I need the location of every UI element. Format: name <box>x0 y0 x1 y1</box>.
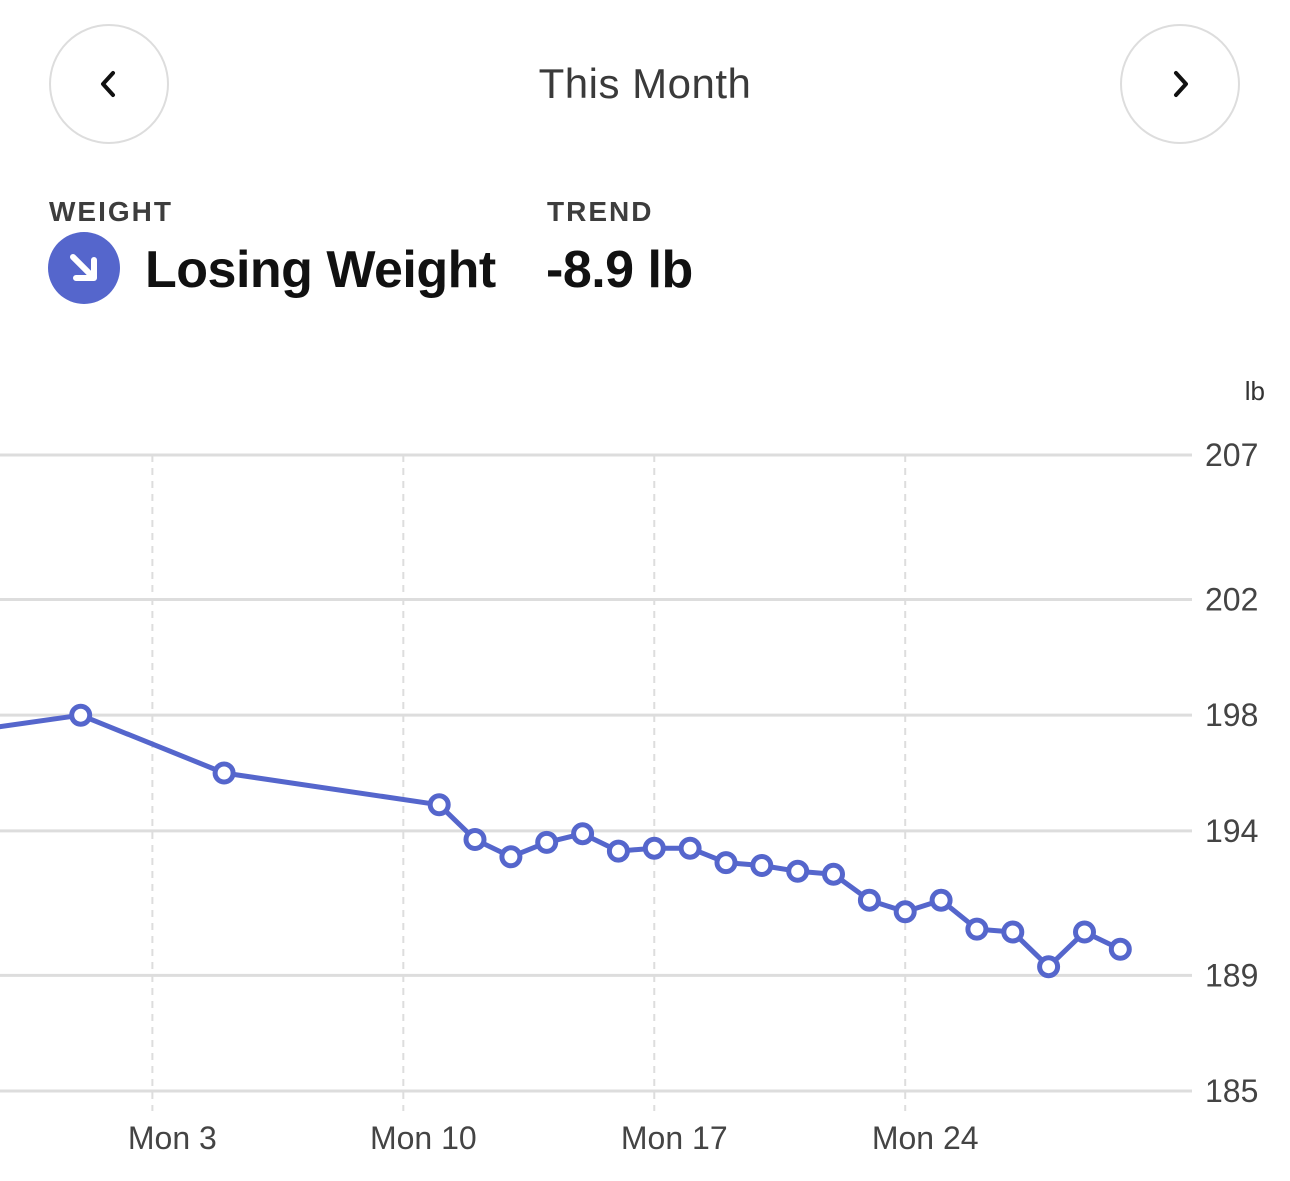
weight-point[interactable] <box>678 836 702 860</box>
weight-status: Losing Weight <box>145 241 496 299</box>
x-tick-label: Mon 10 <box>370 1120 477 1156</box>
trend-value: -8.9 lb <box>546 241 693 299</box>
chart-grid <box>0 453 1192 1111</box>
weight-point[interactable] <box>786 859 810 883</box>
weight-point[interactable] <box>1001 920 1025 944</box>
chart-series <box>0 703 1132 979</box>
next-period-button[interactable] <box>1120 24 1240 144</box>
weight-line <box>0 712 1123 970</box>
weight-point[interactable] <box>1037 955 1061 979</box>
y-tick-label: 198 <box>1205 697 1258 733</box>
weight-point[interactable] <box>965 917 989 941</box>
weight-chart: lb 207 202 198 194 189 185 Mon 3 Mon 10 Mon 17 Mon… <box>0 376 1265 1156</box>
previous-period-button[interactable] <box>49 24 169 144</box>
chart-ticks: lb 207 202 198 194 189 185 Mon 3 Mon 10 Mon 17 Mon… <box>128 376 1265 1156</box>
x-tick-label: Mon 24 <box>872 1120 979 1156</box>
weight-point[interactable] <box>929 888 953 912</box>
y-tick-label: 207 <box>1205 437 1258 473</box>
y-tick-label: 194 <box>1205 813 1258 849</box>
y-tick-label: 202 <box>1205 582 1258 618</box>
weight-point[interactable] <box>822 862 845 886</box>
arrow-down-right-icon <box>48 232 120 304</box>
y-axis-unit: lb <box>1245 376 1265 406</box>
x-tick-label: Mon 3 <box>128 1120 217 1156</box>
weight-point[interactable] <box>571 822 595 846</box>
weight-point[interactable] <box>1073 920 1096 944</box>
weight-point[interactable] <box>535 830 559 854</box>
weight-point[interactable] <box>1108 937 1132 961</box>
weight-label: WEIGHT <box>49 196 173 227</box>
weight-point[interactable] <box>857 888 881 912</box>
weight-point[interactable] <box>427 793 451 817</box>
weight-point[interactable] <box>893 900 917 924</box>
weight-point[interactable] <box>606 839 630 863</box>
trend-label: TREND <box>547 196 654 227</box>
weight-point[interactable] <box>499 845 523 869</box>
weight-point[interactable] <box>69 703 93 727</box>
x-tick-label: Mon 17 <box>621 1120 728 1156</box>
weight-point[interactable] <box>714 851 738 875</box>
weight-point[interactable] <box>463 828 487 851</box>
chevron-right-icon <box>1174 71 1188 97</box>
weight-point[interactable] <box>212 761 236 785</box>
period-title: This Month <box>538 60 752 107</box>
weight-point[interactable] <box>750 854 774 877</box>
y-tick-label: 189 <box>1205 957 1258 993</box>
chevron-left-icon <box>101 71 115 97</box>
weight-point[interactable] <box>642 836 666 860</box>
y-tick-label: 185 <box>1205 1073 1258 1109</box>
